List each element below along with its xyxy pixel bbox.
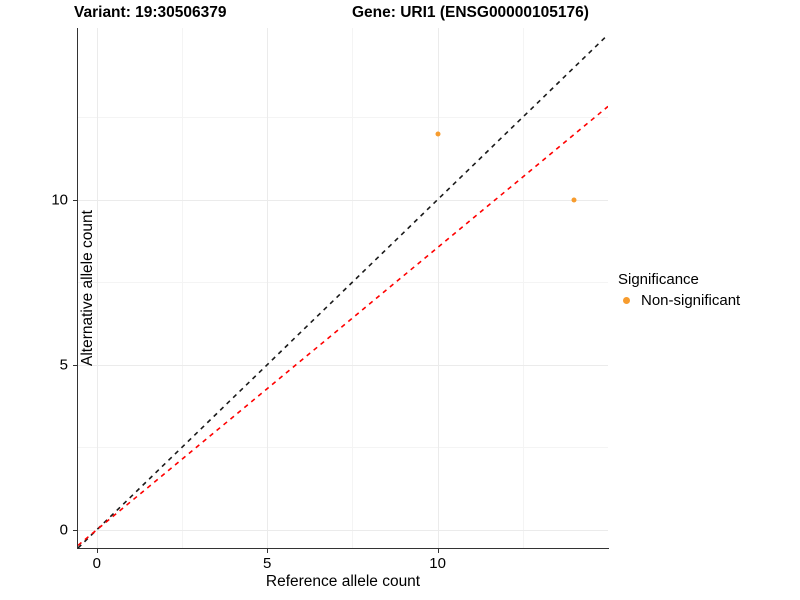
gridline-y-5 [78, 364, 608, 366]
reference-lines [78, 34, 608, 548]
gridline-y-2.5 [78, 447, 608, 449]
gridline-y-7.5 [78, 282, 608, 284]
x-axis-line [78, 548, 609, 550]
legend-items: Non-significant [618, 290, 740, 310]
x-tick-mark-5 [267, 549, 269, 553]
gridline-y-10 [78, 199, 608, 201]
x-tick-mark-0 [96, 549, 98, 553]
x-axis-label: Reference allele count [265, 573, 421, 590]
y-tick-mark-5 [73, 364, 77, 366]
gridline-x-12.5 [522, 28, 524, 548]
plot-panel [78, 28, 608, 548]
legend-item[interactable]: Non-significant [618, 290, 740, 310]
gene-title: Gene: URI1 (ENSG00000105176) [352, 4, 589, 21]
gridline-x-7.5 [352, 28, 354, 548]
y-tick-label-5: 5 [59, 356, 68, 374]
x-tick-label-5: 5 [262, 555, 272, 572]
data-point [435, 131, 441, 137]
legend: Significance Non-significant [618, 271, 740, 310]
variant-title: Variant: 19:30506379 [74, 4, 227, 21]
legend-item-label: Non-significant [641, 291, 741, 309]
legend-title: Significance [618, 271, 699, 288]
y-axis-line [77, 28, 79, 549]
y-tick-label-10: 10 [51, 191, 68, 209]
gridline-x-10 [437, 28, 439, 548]
x-tick-label-10: 10 [429, 555, 446, 572]
gridline-x-5 [267, 28, 269, 548]
x-tick-mark-10 [437, 549, 439, 553]
y-tick-label-0: 0 [59, 521, 68, 539]
reference-line-identity [78, 34, 608, 548]
y-tick-mark-10 [73, 199, 77, 201]
legend-marker-icon [618, 292, 635, 309]
data-point [571, 197, 577, 203]
y-tick-mark-0 [73, 529, 77, 531]
gridline-y-0 [78, 529, 608, 531]
x-tick-label-0: 0 [92, 555, 101, 572]
gridline-x-2.5 [181, 28, 183, 548]
reference-line-expected-ratio [78, 105, 608, 546]
y-axis-label: Alternative allele count [78, 210, 96, 366]
gridline-y-12.5 [78, 117, 608, 119]
